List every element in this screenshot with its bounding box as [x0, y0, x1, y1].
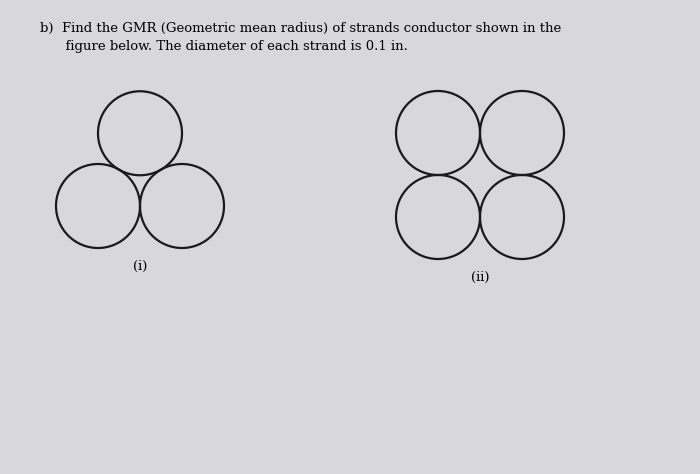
Text: (i): (i)	[133, 260, 147, 273]
Text: (ii): (ii)	[470, 271, 489, 284]
Text: b)  Find the GMR (Geometric mean radius) of strands conductor shown in the: b) Find the GMR (Geometric mean radius) …	[40, 22, 561, 35]
Text: figure below. The diameter of each strand is 0.1 in.: figure below. The diameter of each stran…	[40, 40, 408, 53]
